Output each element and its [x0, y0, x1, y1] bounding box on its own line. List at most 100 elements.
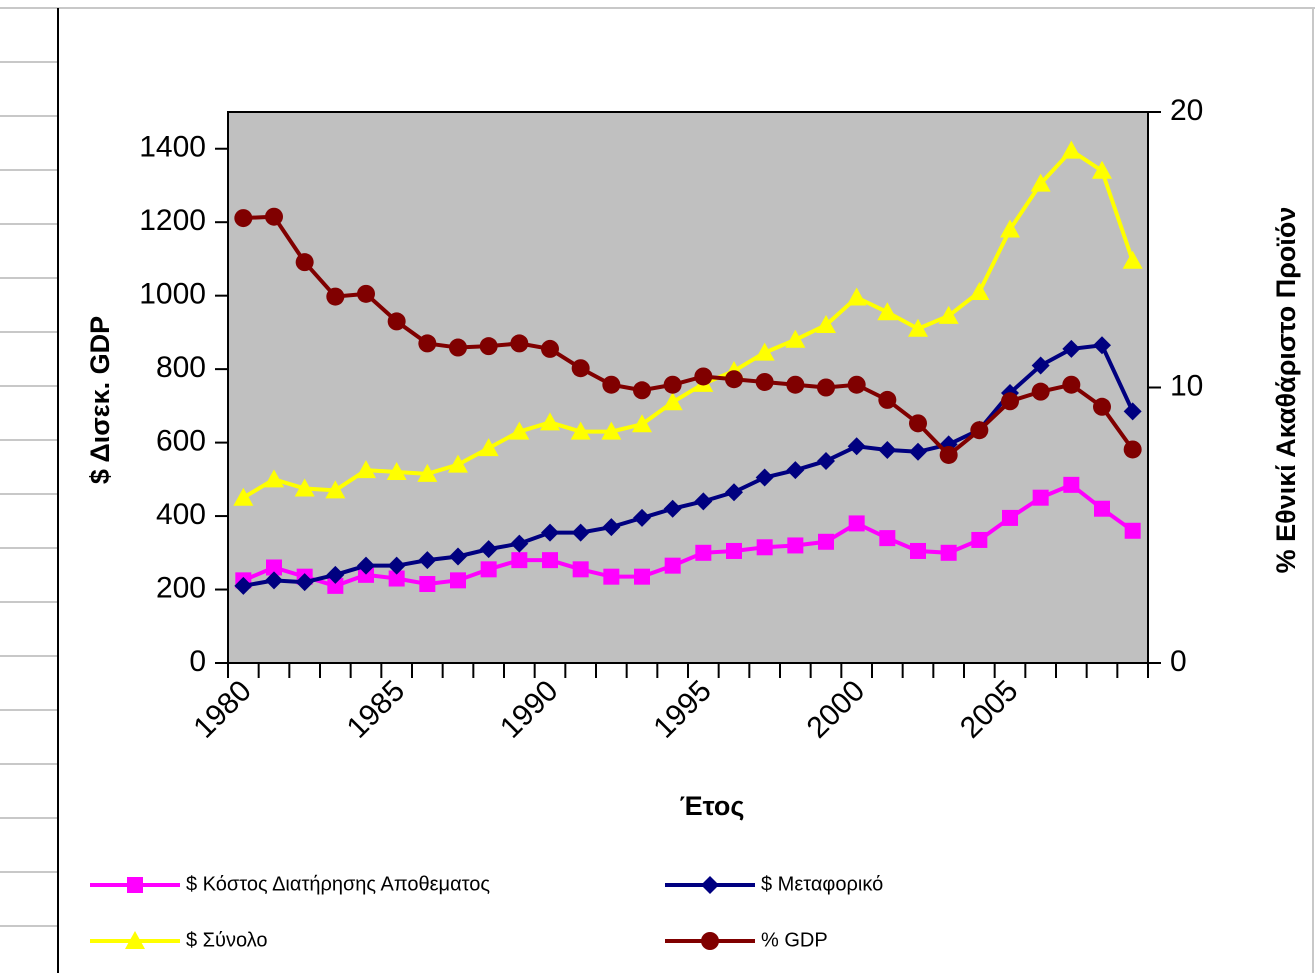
x-tick-label: 2005: [954, 674, 1025, 745]
marker: [755, 372, 774, 391]
marker: [264, 469, 284, 488]
legend-entry: $ Μεταφορικό: [665, 873, 883, 895]
x-axis-title: Έτος: [680, 791, 745, 821]
marker: [694, 492, 713, 511]
marker: [233, 487, 254, 506]
x-tick-label: 1995: [647, 674, 718, 745]
marker: [663, 375, 682, 394]
marker: [510, 534, 529, 553]
y2-tick-label: 20: [1170, 94, 1203, 127]
legend-entry: $ Σύνολο: [90, 929, 268, 951]
marker: [695, 544, 712, 561]
marker: [817, 378, 835, 397]
series: [234, 207, 1142, 464]
marker: [542, 552, 558, 569]
legend-marker: [701, 932, 719, 950]
marker: [387, 556, 406, 575]
marker: [357, 556, 375, 575]
marker: [632, 414, 652, 433]
plot-area: [227, 111, 1149, 664]
marker: [1030, 173, 1051, 192]
marker: [417, 463, 438, 482]
marker: [725, 483, 743, 502]
legend-entry: % GDP: [665, 929, 828, 951]
y-tick-label: 0: [189, 645, 206, 678]
marker: [664, 557, 681, 574]
marker: [939, 445, 958, 464]
marker: [265, 571, 283, 590]
marker: [327, 577, 344, 594]
marker: [908, 318, 928, 337]
marker: [1062, 339, 1081, 358]
marker: [449, 547, 467, 566]
legend-marker: [127, 877, 143, 893]
marker: [448, 454, 468, 473]
marker: [755, 468, 774, 487]
marker: [541, 339, 559, 358]
legend-marker: [701, 876, 719, 894]
y-tick-label: 1400: [139, 131, 206, 164]
y-tick-label: 1200: [139, 204, 206, 237]
marker: [1002, 509, 1018, 526]
legend-label: $ Μεταφορικό: [761, 873, 883, 895]
marker: [787, 537, 804, 554]
marker: [969, 281, 990, 300]
y-tick-label: 1000: [139, 278, 206, 311]
marker: [388, 570, 405, 587]
marker: [1000, 219, 1020, 238]
marker: [756, 539, 773, 556]
marker: [1061, 140, 1082, 159]
x-tick-label: 2000: [801, 674, 872, 745]
marker: [541, 523, 559, 542]
y2-axis-title: % Εθνικί Ακαθάριστο Προϊόν: [1271, 207, 1301, 574]
marker: [971, 531, 988, 548]
marker: [818, 533, 834, 550]
marker: [633, 508, 651, 527]
marker: [357, 284, 375, 303]
y-tick-label: 400: [156, 498, 206, 531]
marker: [1093, 336, 1111, 355]
marker: [877, 302, 898, 321]
marker: [325, 480, 346, 499]
marker: [234, 209, 253, 228]
marker: [1092, 160, 1112, 179]
marker: [1031, 356, 1050, 375]
marker: [387, 312, 406, 331]
marker: [480, 561, 497, 578]
marker: [785, 329, 806, 348]
marker: [601, 421, 622, 440]
marker: [1124, 522, 1141, 539]
marker: [878, 440, 897, 459]
sheet-frame: [0, 7, 1315, 973]
marker: [295, 573, 314, 592]
marker: [602, 518, 621, 537]
marker: [1032, 489, 1049, 506]
marker: [940, 544, 957, 561]
legend-label: $ Κόστος Διατήρησης Αποθεματος: [186, 873, 490, 895]
marker: [1063, 476, 1080, 493]
marker: [510, 334, 529, 353]
marker: [1093, 397, 1111, 416]
marker: [1094, 500, 1110, 517]
marker: [909, 442, 927, 461]
marker: [479, 337, 498, 356]
marker: [1031, 382, 1050, 401]
marker: [326, 565, 345, 584]
y2-tick-label: 0: [1170, 645, 1187, 678]
marker: [572, 561, 589, 578]
marker: [633, 381, 651, 400]
marker: [419, 576, 436, 593]
marker: [570, 421, 591, 440]
marker: [970, 421, 989, 440]
marker: [294, 478, 315, 497]
y-tick-label: 800: [156, 351, 206, 384]
marker: [1123, 440, 1142, 459]
marker: [786, 375, 805, 394]
series: [233, 140, 1143, 506]
marker: [479, 540, 498, 559]
series: [235, 476, 1141, 594]
marker: [725, 370, 743, 389]
y2-tick-label: 10: [1170, 369, 1203, 402]
marker: [266, 559, 282, 576]
